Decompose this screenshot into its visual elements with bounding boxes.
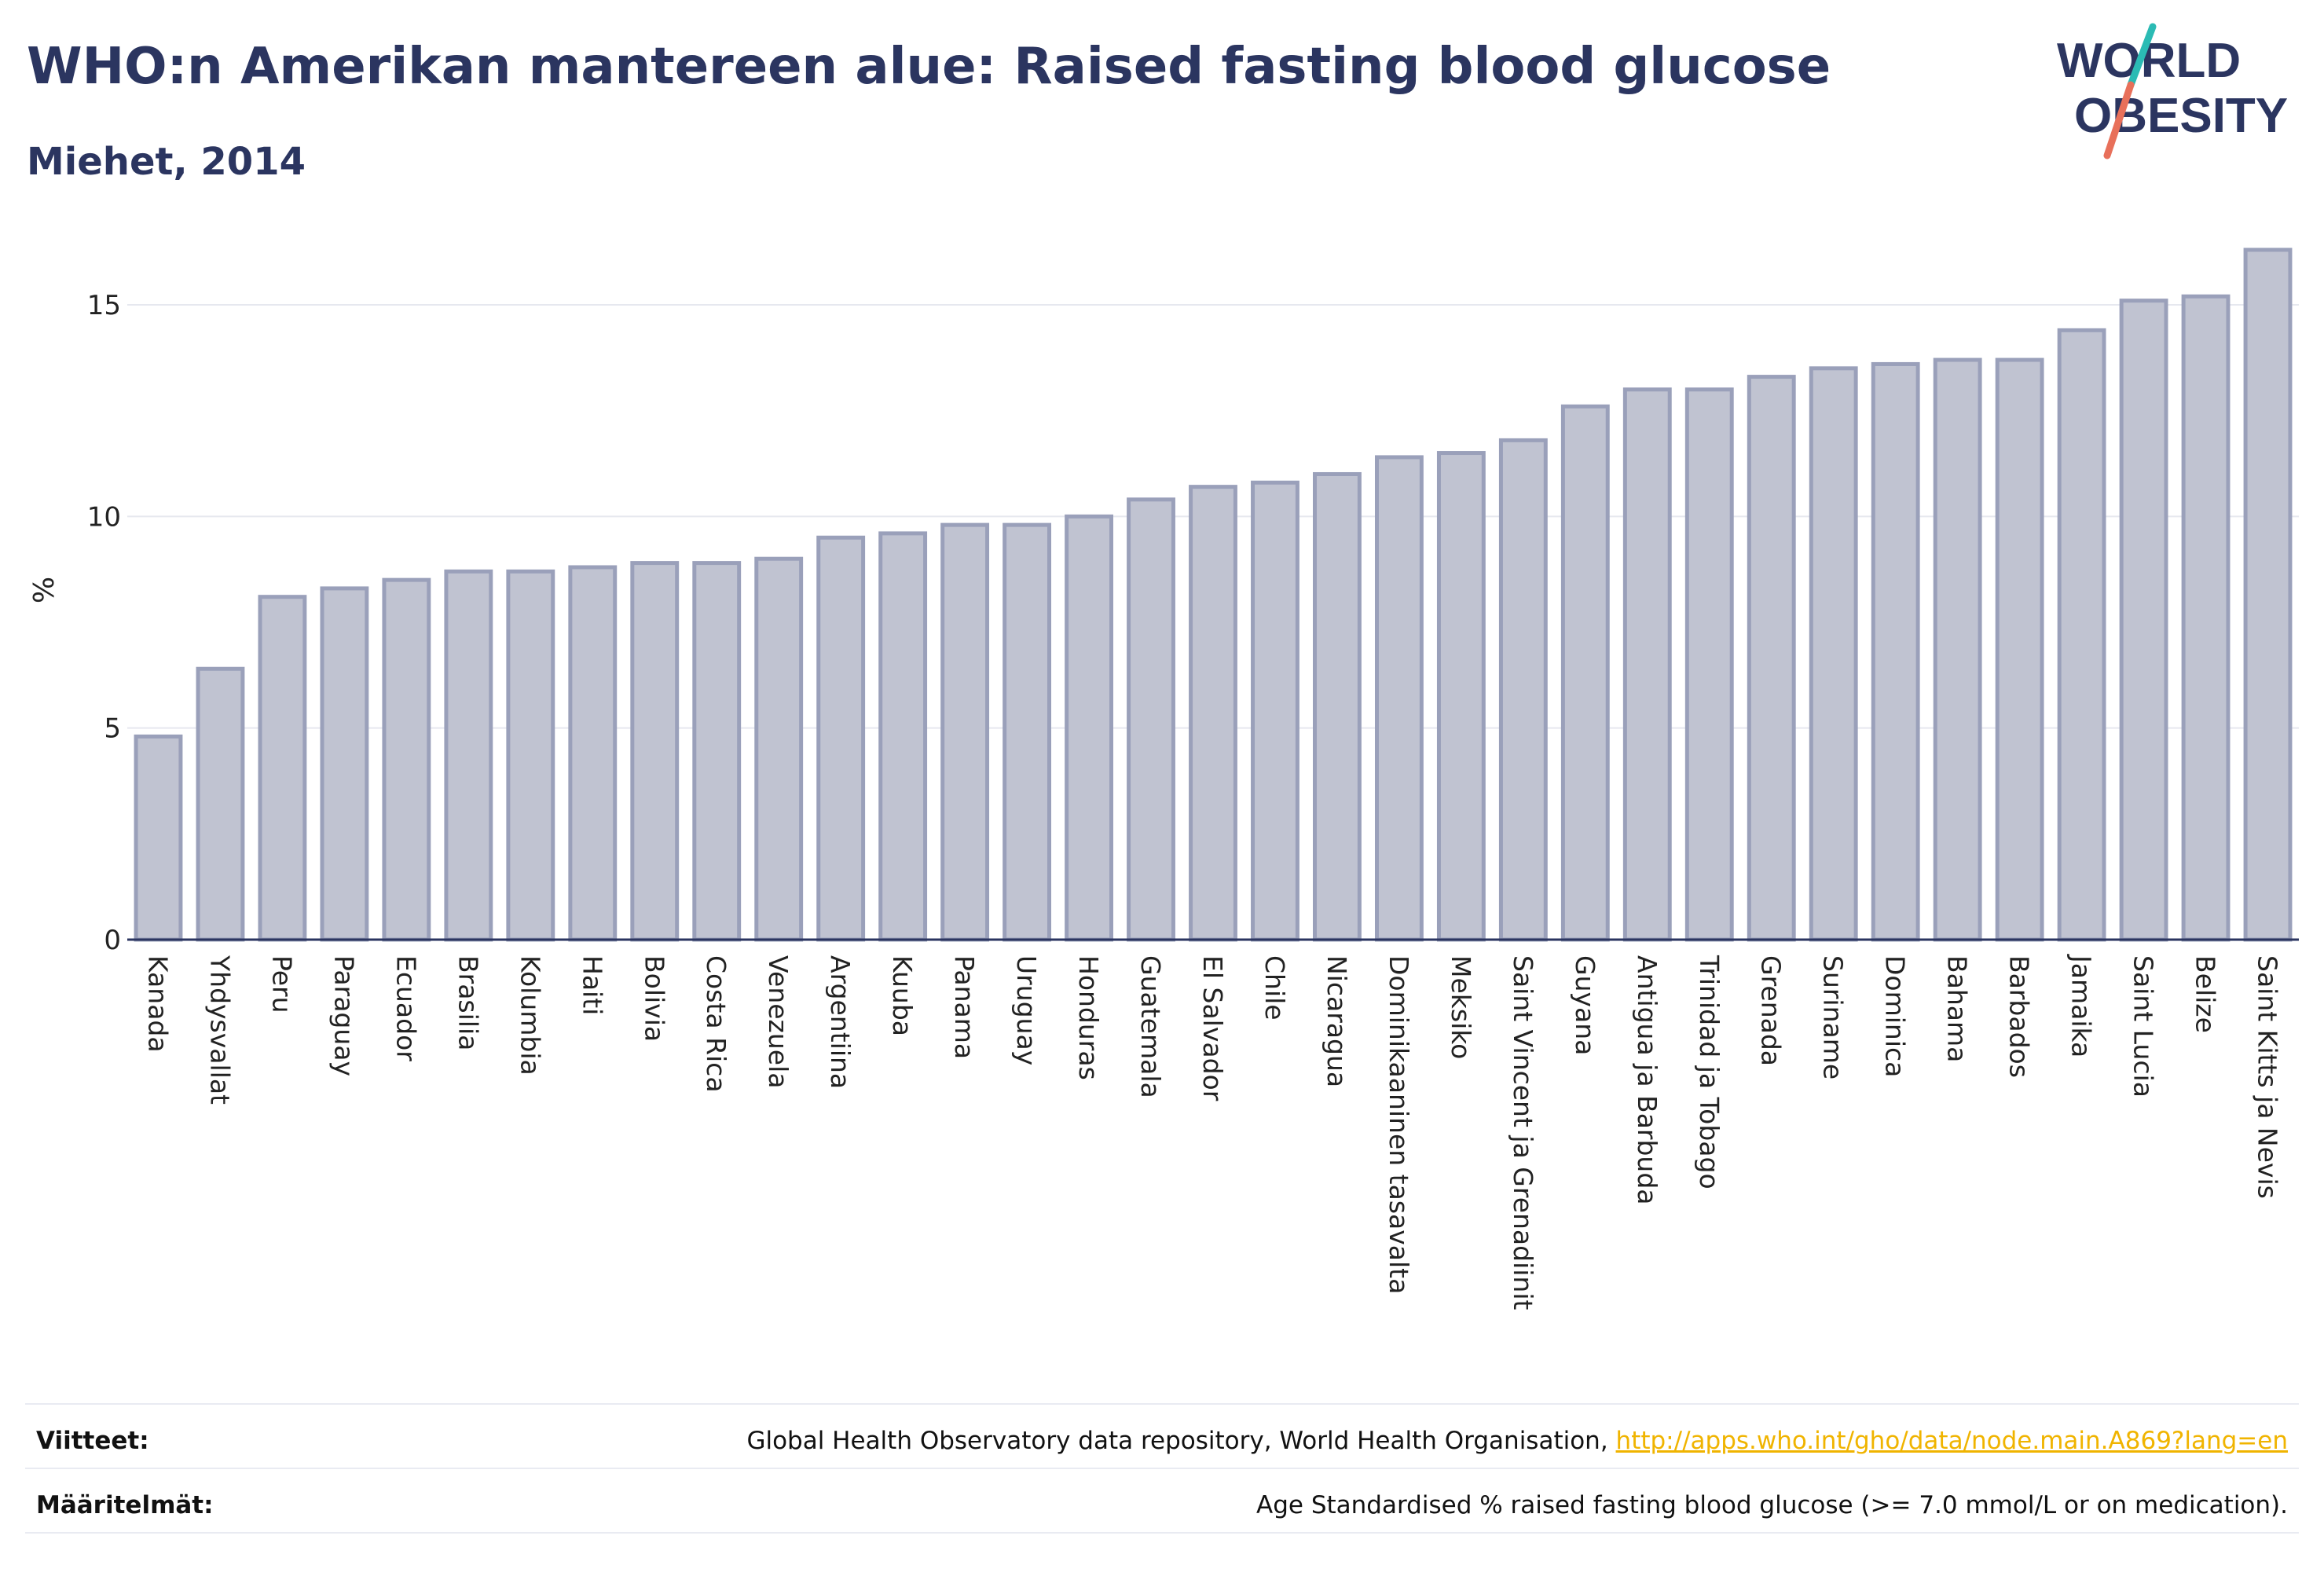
bar <box>1436 451 1486 942</box>
bar <box>1684 387 1734 942</box>
category-label: Venezuela <box>763 955 794 1088</box>
bar <box>816 535 866 942</box>
category-label: Meksiko <box>1446 955 1476 1059</box>
footer-divider-top <box>25 1403 2299 1405</box>
category-label: Haiti <box>577 955 607 1015</box>
category-label: Barbados <box>2004 955 2035 1078</box>
bar <box>1498 438 1548 942</box>
bar <box>1933 357 1982 942</box>
logo-slash-teal <box>2127 23 2157 89</box>
y-tick-label: 10 <box>87 501 121 533</box>
bar <box>878 531 928 942</box>
sources-label: Viitteet: <box>36 1427 149 1455</box>
category-label: Saint Vincent ja Grenadiinit <box>1508 955 1538 1310</box>
category-label: Chile <box>1259 955 1290 1021</box>
bar <box>1003 522 1052 942</box>
bar <box>196 666 245 942</box>
category-label: Kuuba <box>887 955 918 1036</box>
category-label: Dominikaaninen tasavalta <box>1384 955 1414 1294</box>
category-label: Argentiina <box>825 955 856 1089</box>
category-label: Kanada <box>142 955 173 1053</box>
category-label: Kolumbia <box>515 955 545 1076</box>
bar <box>258 595 307 942</box>
category-label: Yhdysvallat <box>204 955 235 1105</box>
category-labels: Kanada Yhdysvallat Peru Paraguay Ecuador Bras… <box>142 954 2282 1310</box>
bar <box>1809 366 1858 942</box>
category-label: Guatemala <box>1135 955 1166 1098</box>
bar <box>134 734 183 942</box>
axes: 0 5 10 15% <box>28 290 2299 956</box>
y-axis-label: % <box>28 577 60 603</box>
category-label: Guyana <box>1570 955 1600 1055</box>
chart-subtitle: Miehet, 2014 <box>27 140 306 184</box>
bar <box>1374 455 1424 942</box>
y-tick-label: 15 <box>87 290 121 321</box>
bar <box>692 561 742 942</box>
category-label: Grenada <box>1756 955 1787 1066</box>
logo-slash-red <box>2103 81 2135 159</box>
bar-chart: 0 5 10 15% Kanada Yhdysvallat Peru Paraguay Ecu… <box>28 247 2299 1310</box>
chart-title: WHO:n Amerikan mantereen alue: Raised fa… <box>27 38 1831 96</box>
category-label: Bahama <box>1942 955 1973 1062</box>
world-obesity-logo: WORLD OBESITY <box>2057 23 2288 159</box>
category-label: Uruguay <box>1011 955 1042 1065</box>
bar <box>1747 375 1796 942</box>
bar <box>1560 404 1610 942</box>
bar <box>1622 387 1672 942</box>
bar <box>506 569 555 942</box>
category-label: Peru <box>266 955 297 1013</box>
category-label: Paraguay <box>328 955 359 1076</box>
bar <box>940 522 990 942</box>
footer-divider-middle <box>25 1468 2299 1469</box>
bar <box>1189 485 1237 942</box>
category-label: Dominica <box>1880 955 1911 1077</box>
sources-description: Global Health Observatory data repositor… <box>746 1427 1608 1455</box>
category-label: Saint Kitts ja Nevis <box>2253 955 2283 1199</box>
bar <box>1313 471 1362 942</box>
sources-text: Global Health Observatory data repositor… <box>746 1427 2288 1455</box>
category-label: Antigua ja Barbuda <box>1632 955 1662 1205</box>
bar <box>1127 497 1175 942</box>
bar <box>568 565 618 942</box>
category-label: Ecuador <box>390 955 421 1061</box>
bar <box>1871 361 1920 942</box>
bar <box>382 577 431 942</box>
bar <box>1251 480 1299 942</box>
footer-divider-bottom <box>25 1532 2299 1534</box>
bar <box>444 569 493 942</box>
bar <box>2057 328 2106 942</box>
category-label: Bolivia <box>639 955 669 1042</box>
bar <box>754 556 804 942</box>
bar <box>2181 294 2231 942</box>
bar <box>2119 299 2168 942</box>
category-label: Jamaika <box>2066 954 2097 1057</box>
category-label: Honduras <box>1073 955 1104 1080</box>
bar <box>1065 514 1113 942</box>
category-label: Saint Lucia <box>2128 955 2159 1098</box>
category-label: Suriname <box>1818 955 1849 1079</box>
logo-word-2: OBESITY <box>2074 89 2288 143</box>
sources-link[interactable]: http://apps.who.int/gho/data/node.main.A… <box>1615 1427 2288 1455</box>
category-label: Brasilia <box>453 955 483 1050</box>
definitions-text: Age Standardised % raised fasting blood … <box>1256 1491 2288 1519</box>
y-tick-label: 5 <box>104 713 121 745</box>
bar <box>2243 247 2293 942</box>
bar <box>1995 357 2044 942</box>
bar <box>320 586 369 942</box>
category-label: Costa Rica <box>701 955 731 1093</box>
category-label: Nicaragua <box>1321 955 1352 1087</box>
bar <box>630 561 680 942</box>
category-label: Belize <box>2190 955 2221 1033</box>
bars <box>134 247 2293 942</box>
category-label: Trinidad ja Tobago <box>1694 955 1725 1189</box>
definitions-label: Määritelmät: <box>36 1491 214 1519</box>
y-tick-label: 0 <box>104 925 121 956</box>
category-label: El Salvador <box>1197 955 1228 1101</box>
category-label: Panama <box>949 955 980 1059</box>
